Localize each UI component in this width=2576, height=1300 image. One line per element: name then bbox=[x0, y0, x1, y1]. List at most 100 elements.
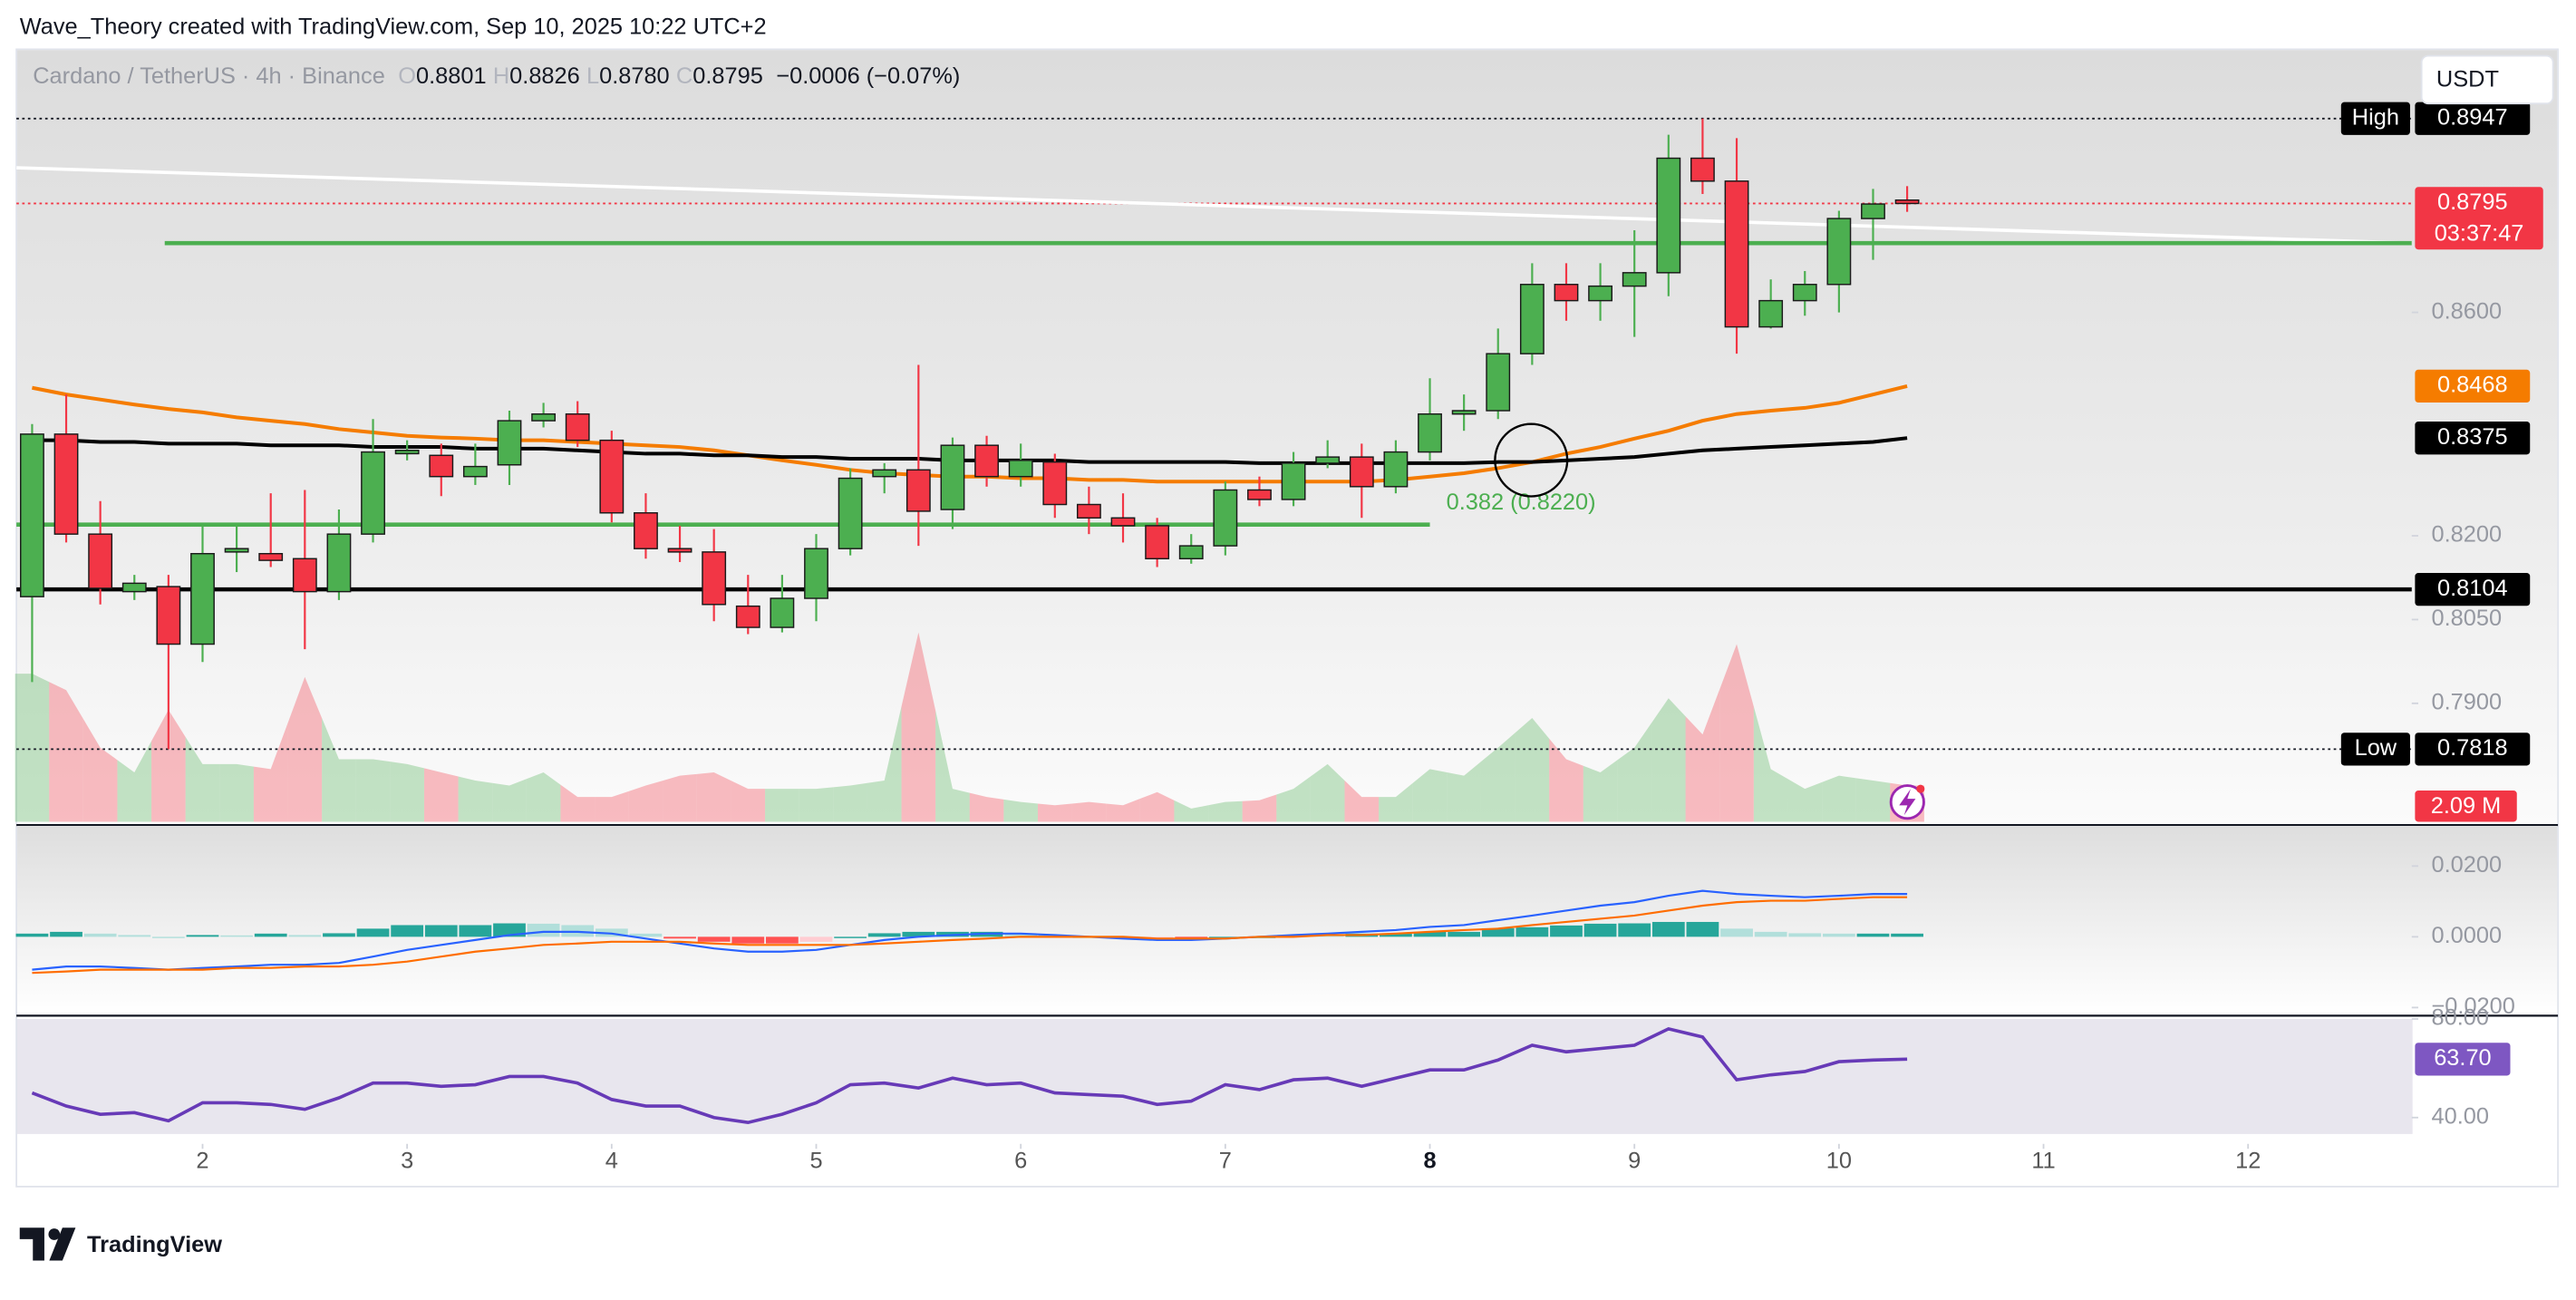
candle-body bbox=[1894, 199, 1920, 205]
y-tick-label: 80.00 bbox=[2431, 1005, 2488, 1031]
macd-histogram-bar bbox=[867, 933, 901, 937]
logo-mark bbox=[48, 1228, 61, 1240]
background-layer: 0.8600 0.8200 0.8050 0.7900 0.0200 0.0000 −0.0… bbox=[15, 117, 2515, 1173]
candle-body bbox=[1349, 456, 1374, 488]
candle-body bbox=[1554, 284, 1579, 302]
price-tag: 0.8468 bbox=[2437, 373, 2508, 398]
macd-histogram-bar bbox=[697, 936, 731, 942]
legend-key: L bbox=[586, 63, 599, 89]
volume-area bbox=[355, 759, 391, 822]
candle-body bbox=[1451, 410, 1477, 415]
y-tick-label: 0.8200 bbox=[2431, 522, 2502, 548]
volume-area bbox=[151, 710, 186, 822]
volume-area bbox=[1276, 776, 1311, 822]
candle-body bbox=[1076, 503, 1101, 519]
macd-histogram-bar bbox=[1004, 933, 1038, 937]
volume-area bbox=[15, 674, 50, 822]
macd-histogram-bar bbox=[1140, 936, 1174, 938]
volume-area bbox=[901, 632, 936, 822]
legend-key: O bbox=[398, 63, 416, 89]
candle-body bbox=[1383, 451, 1409, 488]
price-tag: 0.8375 bbox=[2437, 424, 2508, 450]
macd-histogram-bar bbox=[151, 936, 185, 938]
volume-area bbox=[1071, 801, 1107, 822]
alert-bolt bbox=[1899, 789, 1916, 816]
candle-body bbox=[702, 551, 727, 606]
x-tick-label: 7 bbox=[1219, 1148, 1232, 1173]
candle-body bbox=[121, 582, 147, 593]
rsi-tag-box bbox=[2415, 1043, 2511, 1076]
volume-area bbox=[663, 773, 697, 822]
label-layer: Cardano / TetherUS · 4h · Binance O0.8801… bbox=[33, 63, 2543, 1076]
signal-line bbox=[32, 896, 1908, 975]
x-tick-label: 8 bbox=[1423, 1148, 1436, 1173]
candle-body bbox=[1758, 299, 1784, 328]
macd-histogram-bar bbox=[391, 925, 424, 937]
volume-area bbox=[1139, 791, 1175, 822]
macd-histogram-bar bbox=[15, 933, 49, 937]
volume-area bbox=[82, 718, 118, 822]
candle-body bbox=[88, 533, 113, 589]
candle-body bbox=[1792, 284, 1817, 302]
legend-value: 0.8826 bbox=[509, 63, 580, 89]
macd-histogram-bar bbox=[1208, 936, 1242, 938]
candle-body bbox=[974, 444, 999, 478]
macd-histogram-bar bbox=[1175, 936, 1208, 938]
currency-button-label[interactable]: USDT bbox=[2436, 67, 2499, 92]
macd-histogram-bar bbox=[424, 925, 458, 937]
candle-body bbox=[1418, 412, 1442, 453]
volume-area bbox=[1480, 732, 1516, 822]
y-tick-label: 0.8050 bbox=[2431, 606, 2502, 631]
macd-histogram-bar bbox=[1380, 933, 1412, 937]
main-pane bbox=[17, 50, 2558, 825]
volume-area bbox=[833, 782, 867, 822]
x-tick-label: 9 bbox=[1628, 1148, 1641, 1173]
legend-value: 0.8801 bbox=[416, 63, 487, 89]
volume-area bbox=[423, 768, 459, 822]
candle-body bbox=[634, 512, 658, 549]
candle-body bbox=[1656, 157, 1681, 274]
volume-area bbox=[1583, 760, 1618, 822]
candle-body bbox=[1588, 285, 1612, 302]
y-tick-label: 40.00 bbox=[2431, 1103, 2488, 1129]
volume-area bbox=[765, 789, 799, 822]
macd-histogram-bar bbox=[254, 933, 287, 937]
volume-area bbox=[1208, 800, 1243, 822]
volume-area bbox=[1037, 803, 1072, 822]
macd-histogram-bar bbox=[356, 928, 390, 937]
candle-body bbox=[1145, 525, 1170, 559]
volume-area bbox=[867, 706, 902, 822]
data-layer bbox=[15, 118, 2412, 1125]
macd-histogram-bar bbox=[1686, 921, 1719, 937]
alert-icon bbox=[1889, 784, 1925, 820]
x-tick-label: 3 bbox=[401, 1148, 413, 1173]
y-tick-label: 0.8600 bbox=[2431, 298, 2502, 324]
candle-body bbox=[53, 433, 79, 535]
currency-button-box[interactable] bbox=[2420, 54, 2554, 105]
candle-body bbox=[838, 477, 863, 549]
macd-pane bbox=[17, 826, 2558, 1016]
volume-area bbox=[1515, 718, 1550, 822]
macd-histogram-bar bbox=[1788, 933, 1822, 937]
candle-body bbox=[1826, 218, 1852, 286]
x-tick-label: 6 bbox=[1014, 1148, 1027, 1173]
volume-tag-box bbox=[2415, 791, 2517, 822]
header: Wave_Theory created with TradingView.com… bbox=[20, 15, 767, 40]
macd-histogram-bar bbox=[459, 925, 492, 937]
volume-area bbox=[117, 741, 152, 822]
volume-area bbox=[1106, 799, 1140, 822]
extreme-value-box bbox=[2415, 102, 2531, 135]
volume-area bbox=[1447, 762, 1481, 822]
currency-button[interactable]: USDT bbox=[2420, 54, 2554, 105]
candle-body bbox=[1519, 284, 1545, 354]
volume-area bbox=[1344, 780, 1380, 822]
legend-title: Cardano / TetherUS · 4h · Binance bbox=[33, 63, 385, 89]
legend-key: H bbox=[493, 63, 509, 89]
candle-body bbox=[1247, 489, 1272, 500]
volume-area bbox=[526, 772, 561, 822]
moving-average bbox=[32, 383, 1908, 484]
macd-histogram-bar bbox=[1448, 931, 1481, 937]
macd-histogram-bar bbox=[1481, 927, 1515, 937]
macd-histogram-bar bbox=[799, 936, 833, 942]
